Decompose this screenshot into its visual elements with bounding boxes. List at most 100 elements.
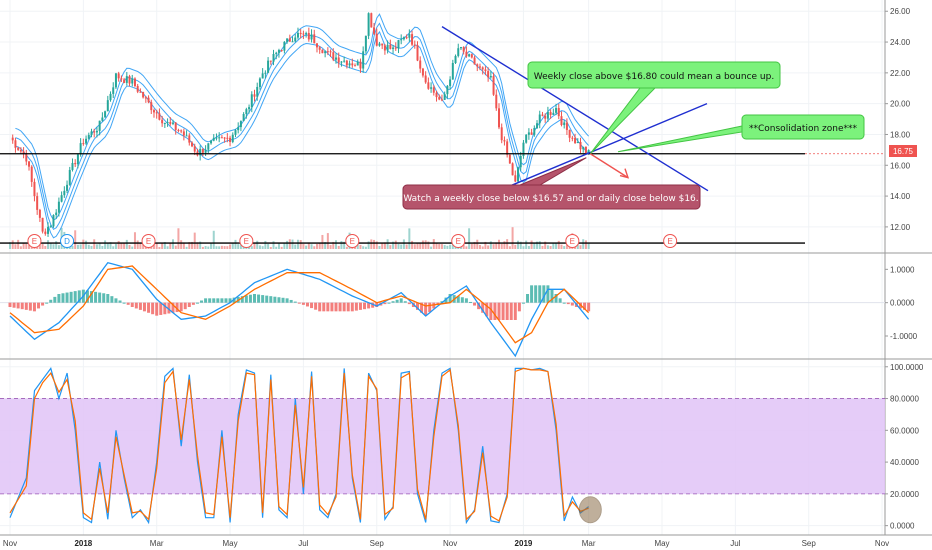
earnings-marker-label: E: [667, 237, 672, 246]
candle-body: [38, 209, 41, 218]
time-tick-label: 2018: [74, 539, 92, 548]
volume-bar: [82, 239, 85, 249]
volume-bar: [95, 244, 98, 249]
candle-body: [438, 97, 441, 100]
earnings-marker[interactable]: E: [663, 234, 678, 248]
volume-bar: [402, 239, 405, 249]
candle-body: [267, 60, 270, 73]
candle-body: [74, 162, 77, 165]
macd-histogram-bar: [432, 302, 436, 309]
candle-body: [498, 108, 500, 128]
volume-bar: [133, 232, 136, 249]
earnings-marker[interactable]: E: [451, 234, 466, 248]
volume-bar: [177, 228, 180, 249]
consolidation-note[interactable]: **Consolidation zone***: [741, 114, 865, 140]
descending-trendline[interactable]: [441, 26, 709, 192]
volume-bar: [378, 245, 381, 249]
volume-bar: [296, 239, 299, 249]
price-tick-label: 16.00: [890, 161, 911, 170]
candle-body: [522, 142, 525, 157]
candle-body: [131, 78, 134, 84]
macd-histogram-bar: [310, 302, 314, 309]
volume-bar: [294, 244, 297, 249]
candle-body: [47, 226, 50, 234]
candle-body: [33, 181, 36, 197]
time-tick-label: 2019: [515, 539, 533, 548]
candle-body: [55, 212, 58, 216]
candle-body: [150, 102, 153, 111]
moving-average-band: [15, 13, 589, 221]
volume-bar: [557, 240, 560, 249]
ascending-trendline[interactable]: [494, 103, 708, 193]
candle-body: [538, 114, 541, 124]
candle-body: [546, 112, 549, 119]
candle-body: [560, 116, 563, 126]
macd-histogram-bar: [224, 298, 228, 303]
candle-body: [443, 94, 446, 100]
earnings-marker[interactable]: E: [345, 234, 360, 248]
trendline-overlay[interactable]: [441, 26, 743, 193]
macd-histogram-bar: [110, 296, 114, 303]
macd-histogram-bar: [460, 297, 464, 303]
earnings-marker[interactable]: E: [27, 234, 42, 248]
macd-histogram-bar: [265, 295, 269, 303]
candle-body: [79, 143, 82, 155]
volume-bar: [158, 246, 161, 249]
volume-bar: [226, 246, 229, 249]
volume-bar: [343, 241, 346, 249]
volume-bar: [166, 246, 169, 249]
volume-bar: [196, 242, 199, 249]
macd-histogram-bar: [32, 302, 36, 312]
macd-pane[interactable]: [0, 261, 885, 358]
candle-body: [28, 161, 31, 167]
price-tick-label: 18.00: [890, 130, 911, 139]
candle-body: [264, 72, 267, 74]
macd-histogram-bar: [69, 291, 73, 303]
stoch-tick-label: 100.0000: [890, 363, 924, 372]
macd-histogram-bar: [444, 297, 448, 303]
macd-histogram-bar: [395, 299, 399, 303]
macd-histogram-bar: [562, 302, 566, 304]
volume-bar: [120, 243, 123, 249]
candle-body: [424, 75, 427, 83]
macd-histogram-bar: [208, 298, 212, 303]
macd-histogram-bar: [542, 285, 546, 303]
volume-bar: [517, 240, 520, 249]
bearish-note[interactable]: Watch a weekly close below $16.57 and or…: [402, 184, 701, 210]
volume-bar: [101, 246, 104, 249]
earnings-marker[interactable]: D: [60, 234, 75, 248]
bullish-note[interactable]: Weekly close above $16.80 could mean a b…: [527, 61, 781, 89]
candle-body: [500, 127, 503, 141]
earnings-marker[interactable]: E: [565, 234, 580, 248]
volume-bar: [161, 243, 164, 249]
macd-histogram-bar: [383, 302, 387, 305]
volume-bar: [546, 245, 549, 249]
consolidation-note-box: [741, 114, 865, 140]
macd-histogram-bar: [489, 302, 493, 320]
macd-signal-line[interactable]: [9, 265, 590, 344]
candle-body: [280, 50, 283, 52]
macd-histogram-bar: [534, 285, 538, 303]
volume-bar: [223, 246, 226, 249]
volume-bar: [267, 243, 270, 249]
candle-body: [359, 61, 362, 69]
macd-histogram-bar: [61, 293, 65, 303]
candle-body: [525, 134, 528, 143]
stochastic-d-line[interactable]: [9, 367, 589, 522]
volume-bar: [272, 241, 275, 249]
volume-bar: [136, 240, 139, 249]
macd-histogram-bar: [163, 302, 167, 315]
candle-body: [576, 142, 579, 144]
volume-bar: [476, 239, 479, 249]
stochastic-pane[interactable]: [0, 367, 885, 525]
earnings-marker[interactable]: E: [141, 234, 156, 248]
earnings-marker[interactable]: E: [239, 234, 254, 248]
volume-bar: [411, 240, 414, 249]
volume-bar: [128, 245, 131, 249]
volume-bar: [315, 243, 318, 249]
macd-histogram-bar: [138, 302, 142, 310]
macd-histogram-bar: [98, 292, 102, 303]
volume-bar: [394, 240, 397, 249]
